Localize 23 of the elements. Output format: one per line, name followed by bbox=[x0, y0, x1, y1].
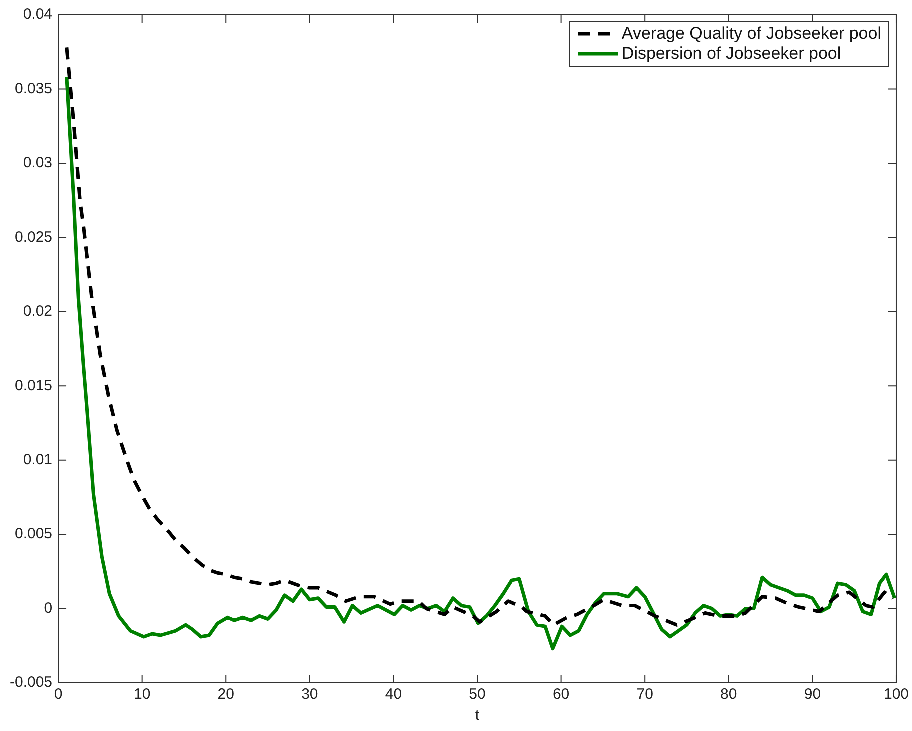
y-tick-label: 0.025 bbox=[14, 228, 53, 246]
legend-label: Dispersion of Jobseeker pool bbox=[622, 44, 842, 64]
x-tick-label: 80 bbox=[720, 686, 738, 704]
x-axis-title: t bbox=[475, 707, 480, 724]
y-tick-label: 0.02 bbox=[23, 303, 53, 320]
y-tick-label: 0.04 bbox=[23, 6, 53, 24]
y-tick-label: 0 bbox=[44, 600, 53, 617]
x-tick-label: 20 bbox=[218, 686, 234, 704]
x-tick-label: 10 bbox=[134, 686, 151, 704]
x-tick-label: 70 bbox=[636, 686, 654, 704]
y-tick-label: 0.03 bbox=[23, 154, 53, 172]
x-tick-label: 90 bbox=[804, 686, 822, 704]
y-tick-label: 0.015 bbox=[14, 377, 53, 394]
y-tick-label: 0.005 bbox=[14, 526, 53, 543]
x-tick-label: 50 bbox=[469, 686, 486, 704]
x-tick-label: 60 bbox=[552, 686, 570, 704]
x-tick-label: 40 bbox=[385, 686, 402, 704]
y-tick-label: -0.005 bbox=[10, 674, 53, 692]
x-tick-label: 30 bbox=[302, 686, 318, 704]
x-tick-label: 100 bbox=[884, 686, 909, 704]
y-tick-label: 0.035 bbox=[14, 80, 53, 98]
y-tick-label: 0.01 bbox=[23, 451, 53, 468]
legend-label: Average Quality of Jobseeker pool bbox=[622, 24, 882, 44]
